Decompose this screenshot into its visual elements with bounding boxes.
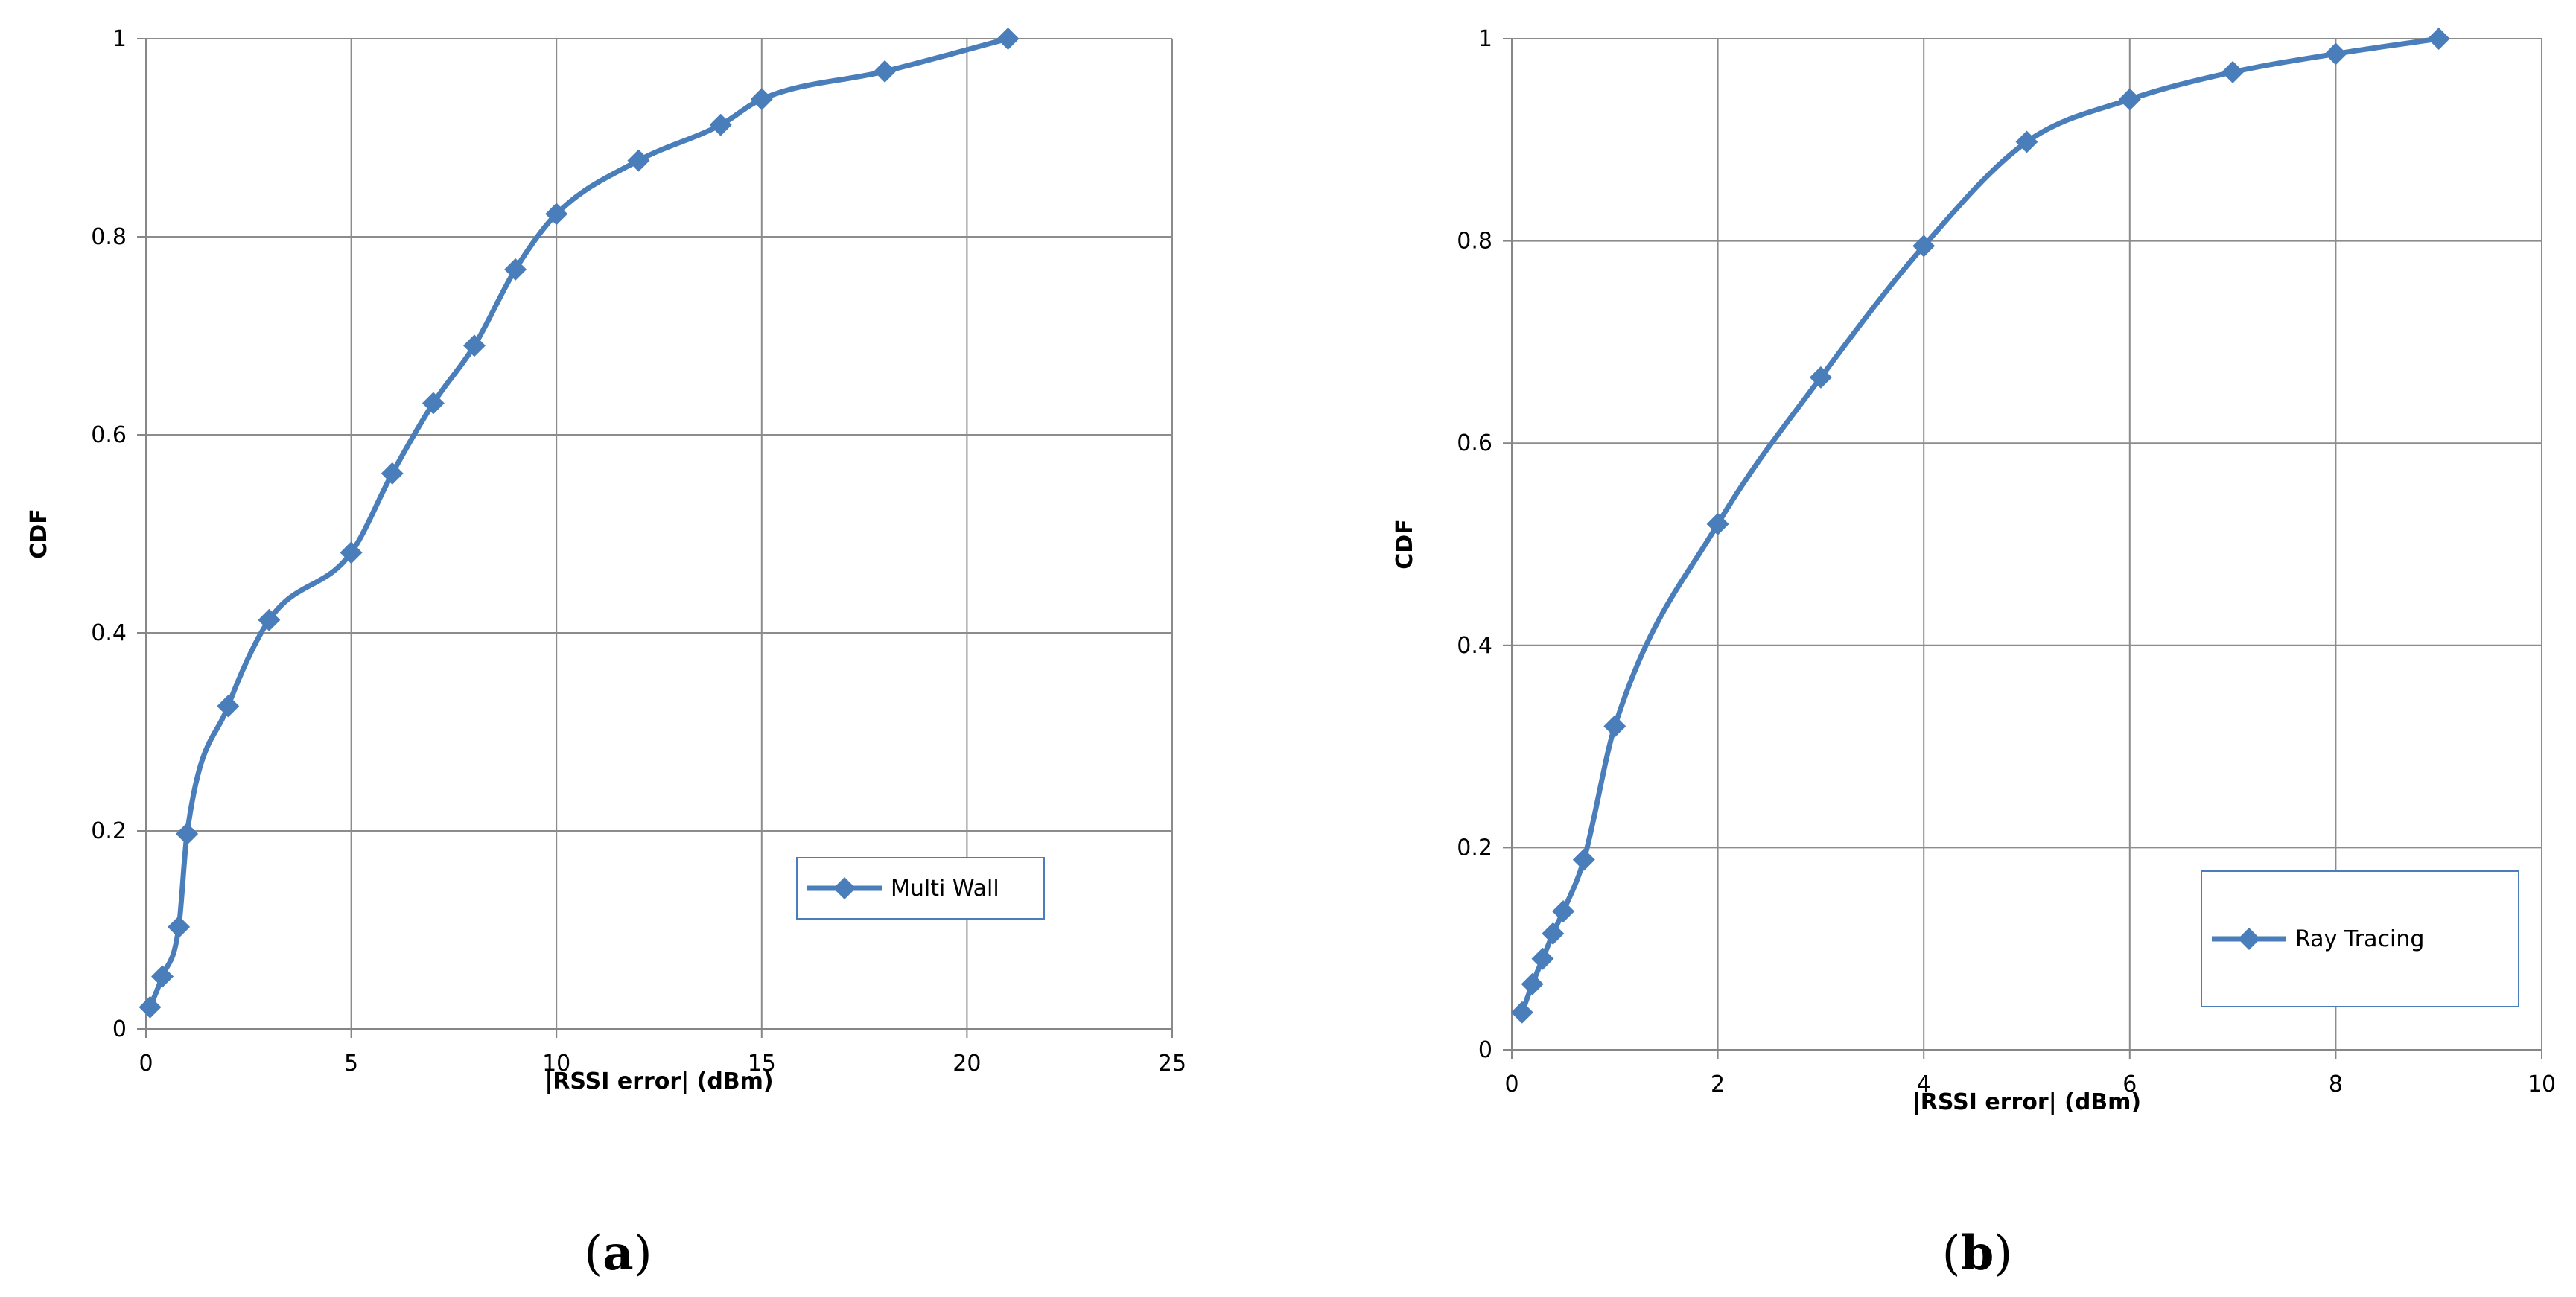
y-tick-label: 0.6 [91,422,127,448]
data-point [874,60,897,83]
data-point [1706,512,1729,535]
y-axis-label: CDF [26,509,52,558]
legend-marker-swatch [833,877,856,899]
data-point [504,258,527,281]
chart-a: 0 5 10 15 20 25 0 0.2 0.4 0.6 0.8 1 |RSSI error| (dB… [26,26,1186,1094]
chart-b: 0 2 4 6 8 10 0 0.2 0.4 0.6 0.8 1 |RSSI error| (dBm) C… [1392,26,2556,1115]
y-tick-label: 0 [112,1016,127,1042]
data-point [2015,130,2038,153]
legend-label: Ray Tracing [2295,926,2424,952]
data-point [1809,366,1832,389]
data-point [2427,28,2450,50]
y-tick-label: 0 [1478,1037,1492,1063]
data-point [750,88,773,111]
x-tick-label: 8 [2329,1071,2343,1097]
data-point [1510,1001,1533,1024]
panel-label-a: (a) [584,1226,652,1281]
data-point [422,392,445,415]
x-tick-label: 5 [344,1051,358,1077]
x-tick-label: 0 [1504,1071,1518,1097]
data-point [168,916,191,939]
y-tick-label: 0.8 [91,224,127,250]
y-tick-label: 0.6 [1457,430,1492,456]
data-point [340,541,363,564]
data-point [258,608,281,631]
data-point [627,149,650,172]
x-tick-label: 2 [1711,1071,1725,1097]
data-point [2118,88,2141,111]
panel-label-b: (b) [1942,1226,2013,1281]
y-axis-label: CDF [1392,519,1418,569]
y-tick-label: 0.4 [91,620,127,646]
data-point [1912,235,1936,258]
x-axis-label: |RSSI error| (dBm) [1912,1089,2141,1115]
data-point [545,203,568,226]
x-tick-label: 4 [1917,1071,1931,1097]
data-point [381,462,404,485]
data-point [1552,899,1575,922]
x-axis-label: |RSSI error| (dBm) [544,1068,773,1094]
data-point [139,995,162,1019]
data-point [1603,715,1626,738]
data-point [176,822,199,845]
x-tick-label: 25 [1158,1051,1186,1077]
data-point [1521,972,1544,995]
y-tick-label: 0.4 [1457,633,1492,659]
legend-marker-swatch [2238,928,2260,950]
x-tick-label: 10 [2528,1071,2556,1097]
series-line [1519,36,2442,1016]
x-tick-label: 15 [748,1051,776,1077]
data-point [462,334,486,357]
x-tick-label: 0 [139,1051,153,1077]
y-tick-label: 0.2 [91,818,127,844]
y-tick-label: 1 [112,26,127,52]
data-point [1572,848,1595,871]
data-point [151,965,174,988]
legend-label: Multi Wall [891,876,999,902]
x-tick-label: 10 [542,1051,570,1077]
data-point [1542,922,1565,945]
data-point [2222,60,2245,83]
x-tick-label: 20 [953,1051,981,1077]
x-tick-label: 6 [2122,1071,2137,1097]
y-tick-label: 0.2 [1457,835,1492,861]
data-point [996,28,1020,50]
data-point [709,113,732,136]
data-point [1531,947,1554,970]
data-point [217,695,240,718]
data-point [2324,42,2347,66]
y-tick-label: 0.8 [1457,229,1492,255]
y-tick-label: 1 [1478,26,1492,52]
